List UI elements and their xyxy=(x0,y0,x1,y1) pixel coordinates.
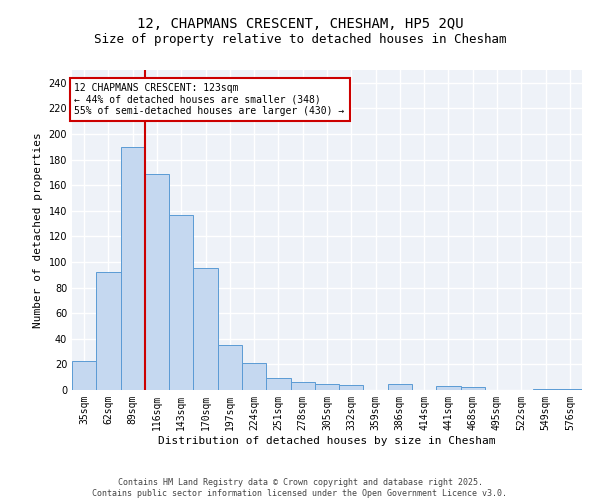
Bar xyxy=(145,174,169,390)
Bar xyxy=(339,385,364,390)
Bar xyxy=(558,388,582,390)
Bar xyxy=(266,378,290,390)
Bar xyxy=(388,384,412,390)
Bar xyxy=(315,384,339,390)
Text: 12, CHAPMANS CRESCENT, CHESHAM, HP5 2QU: 12, CHAPMANS CRESCENT, CHESHAM, HP5 2QU xyxy=(137,18,463,32)
Text: 12 CHAPMANS CRESCENT: 123sqm
← 44% of detached houses are smaller (348)
55% of s: 12 CHAPMANS CRESCENT: 123sqm ← 44% of de… xyxy=(74,83,344,116)
Bar xyxy=(436,386,461,390)
Text: Size of property relative to detached houses in Chesham: Size of property relative to detached ho… xyxy=(94,32,506,46)
Text: Contains HM Land Registry data © Crown copyright and database right 2025.
Contai: Contains HM Land Registry data © Crown c… xyxy=(92,478,508,498)
Y-axis label: Number of detached properties: Number of detached properties xyxy=(33,132,43,328)
Bar xyxy=(242,363,266,390)
Bar xyxy=(72,360,96,390)
Bar xyxy=(169,214,193,390)
Bar xyxy=(121,147,145,390)
Bar xyxy=(96,272,121,390)
Bar xyxy=(461,388,485,390)
X-axis label: Distribution of detached houses by size in Chesham: Distribution of detached houses by size … xyxy=(158,436,496,446)
Bar xyxy=(533,388,558,390)
Bar xyxy=(193,268,218,390)
Bar xyxy=(218,345,242,390)
Bar xyxy=(290,382,315,390)
